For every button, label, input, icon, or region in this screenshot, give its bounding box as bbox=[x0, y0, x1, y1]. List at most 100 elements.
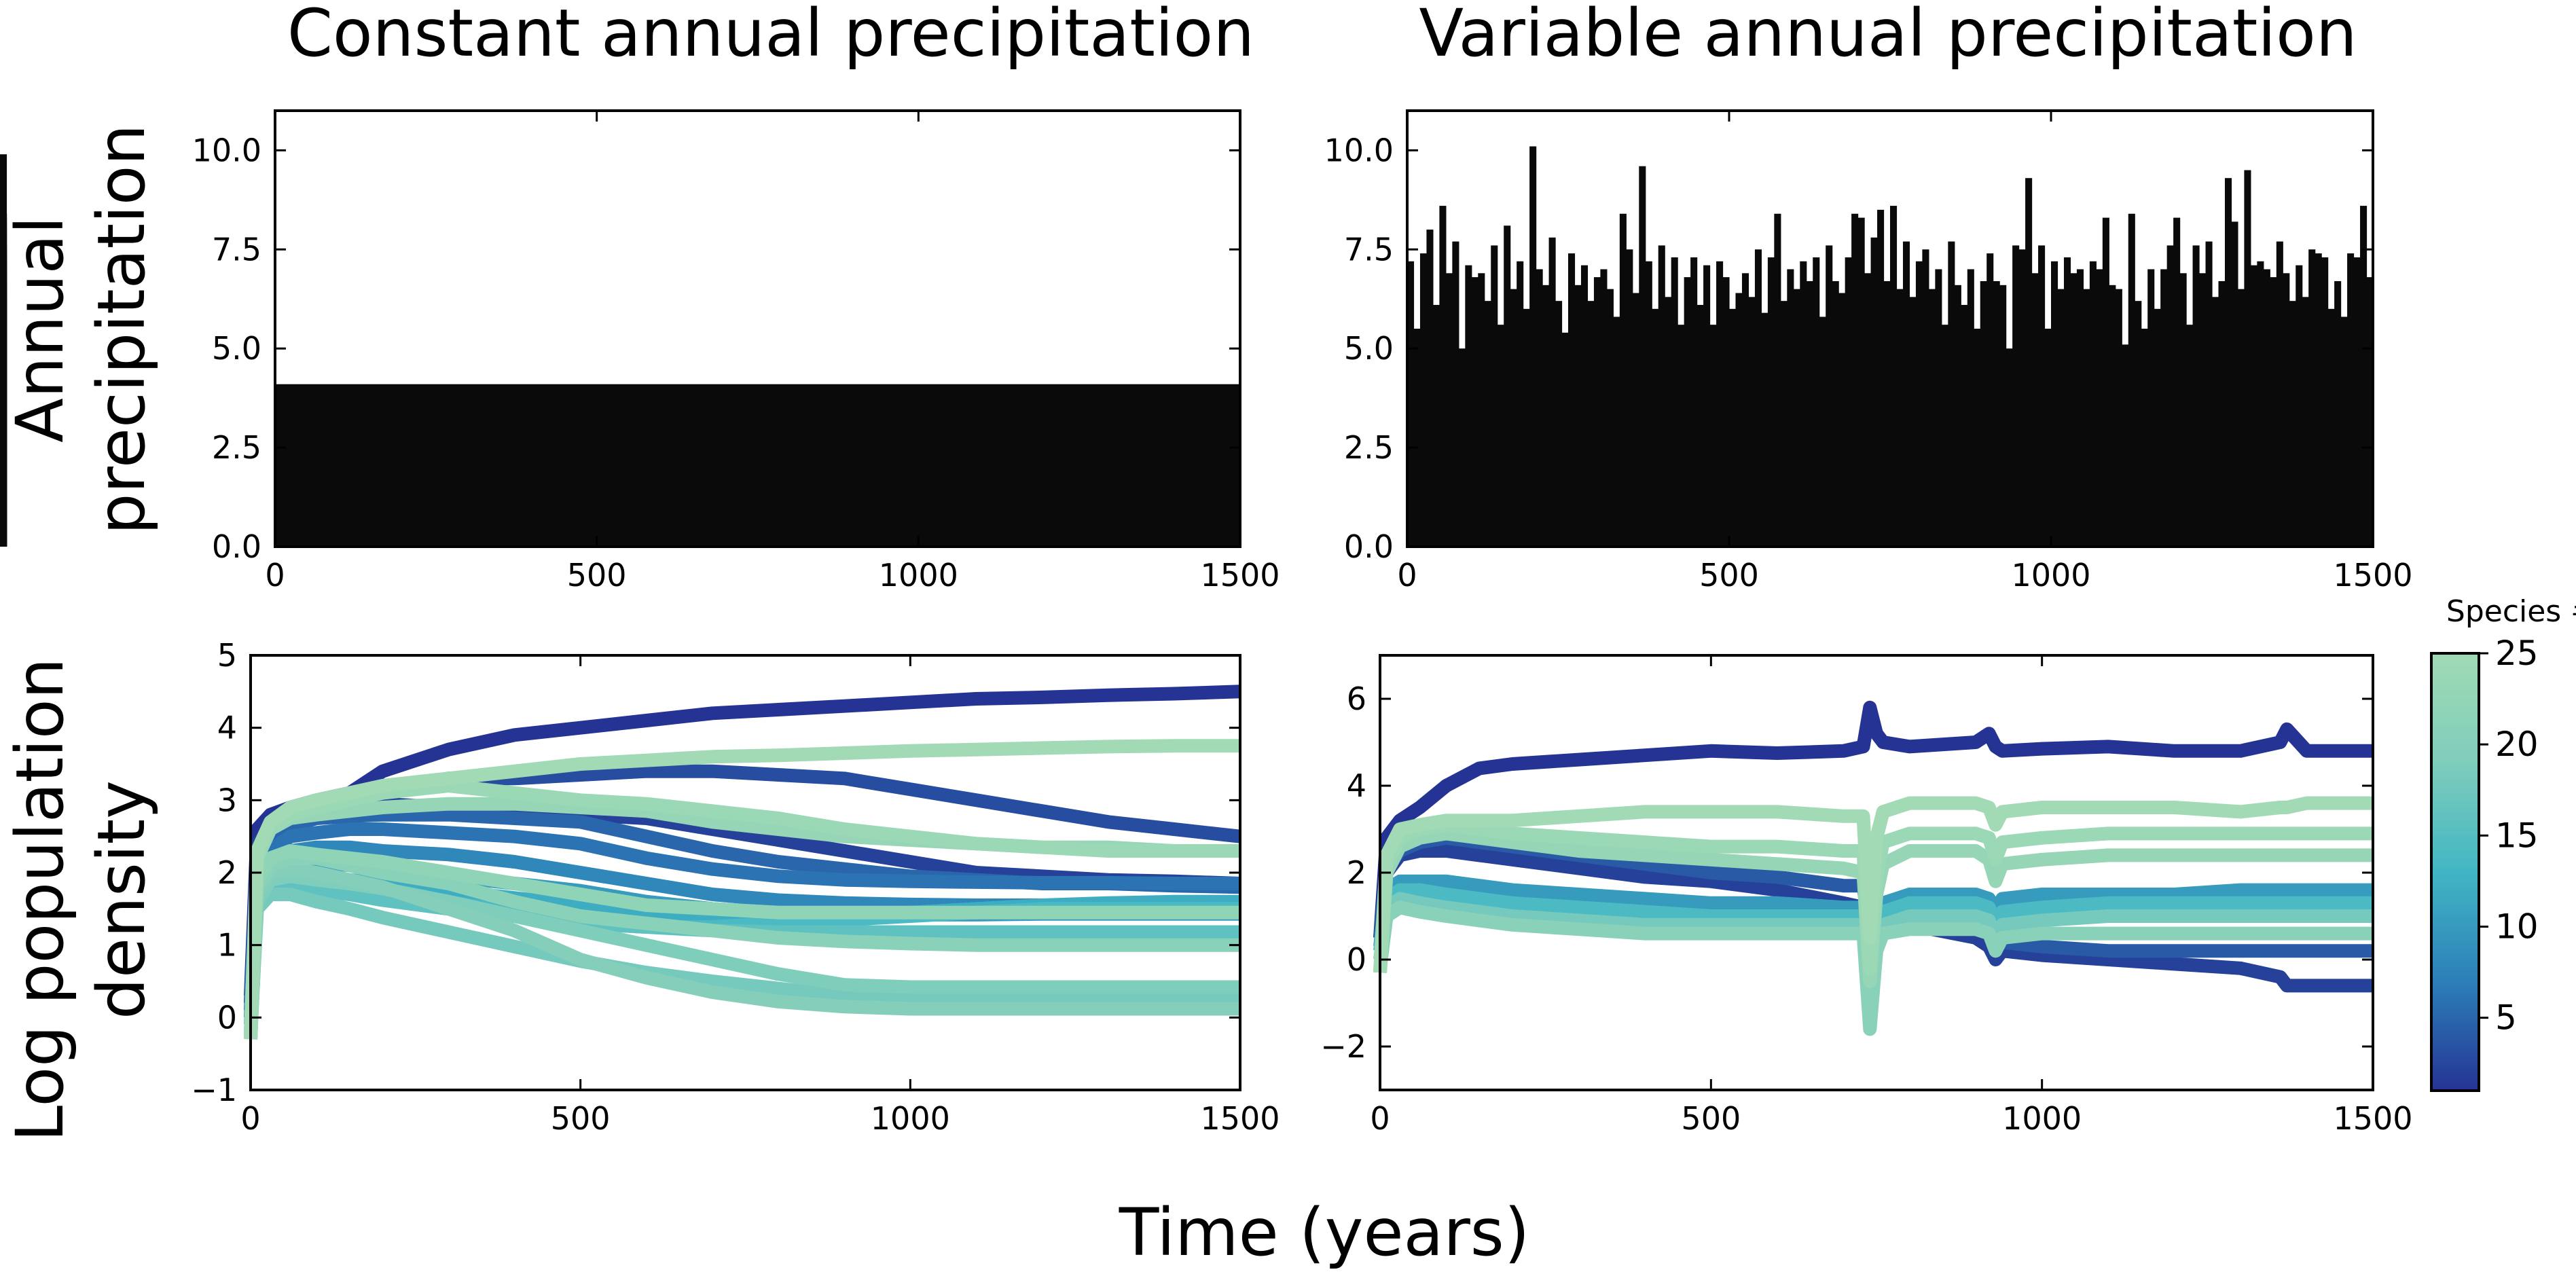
x-tick-label: 1500 bbox=[1200, 1100, 1280, 1137]
precip-bar bbox=[1883, 280, 1891, 547]
precip-bar bbox=[1484, 301, 1491, 547]
precip-bar bbox=[1517, 261, 1524, 547]
x-tick-label: 1500 bbox=[2333, 1100, 2412, 1137]
precip-bar bbox=[2038, 245, 2046, 547]
precip-bar bbox=[1980, 280, 1987, 547]
species-line-20 bbox=[244, 862, 1240, 1040]
precip-bar bbox=[2083, 289, 2090, 547]
plot-frame bbox=[1406, 109, 2374, 548]
colorbar-tick-label: 10 bbox=[2495, 907, 2539, 947]
y-tick-label: 0.0 bbox=[1344, 528, 1394, 565]
x-tick-label: 0 bbox=[240, 1100, 260, 1137]
precip-bar bbox=[2276, 241, 2283, 547]
precip-bar-constant bbox=[275, 384, 1240, 547]
precip-bar bbox=[1580, 265, 1589, 547]
species-line-25 bbox=[244, 739, 1240, 1040]
precip-bar bbox=[1813, 257, 1820, 547]
species-line-6 bbox=[244, 822, 1240, 1011]
precip-bar bbox=[1587, 301, 1595, 547]
precip-bar bbox=[2166, 245, 2174, 547]
x-tick-label: 0 bbox=[1370, 1100, 1390, 1137]
precip-bar bbox=[2340, 316, 2348, 547]
row-label-pop-line1: Log population bbox=[2, 658, 78, 1142]
precip-bar bbox=[1568, 253, 1576, 547]
precip-bar bbox=[2353, 257, 2361, 547]
precip-bar bbox=[2063, 257, 2071, 547]
y-tick-label: 0 bbox=[1347, 941, 1366, 978]
precip-bar bbox=[1851, 213, 1859, 547]
precip-bar bbox=[1413, 329, 1421, 547]
precip-bar bbox=[1626, 249, 1633, 547]
y-tick-label: 6 bbox=[1347, 680, 1366, 717]
precip-bar bbox=[1961, 304, 1968, 547]
precip-bar bbox=[1787, 269, 1794, 547]
precip-bar bbox=[2012, 245, 2020, 547]
precip-bar bbox=[2141, 329, 2148, 547]
y-tick-label: 1 bbox=[217, 927, 237, 964]
precip-bar bbox=[1478, 273, 1485, 547]
precip-bar bbox=[2347, 253, 2355, 547]
x-tick-label: 500 bbox=[1681, 1100, 1741, 1137]
precip-bar bbox=[1993, 280, 2000, 547]
precip-bar bbox=[1555, 301, 1563, 547]
precip-bar bbox=[1613, 316, 1620, 547]
y-tick-label: 0.0 bbox=[212, 528, 261, 565]
precip-bar bbox=[1999, 285, 2007, 547]
precip-bar bbox=[1645, 261, 1652, 547]
species-line-25 bbox=[1373, 796, 2373, 973]
precip-bar bbox=[1902, 241, 1910, 547]
precip-bar bbox=[2006, 348, 2013, 547]
precip-bar bbox=[1536, 269, 1543, 547]
y-tick-label: 2.5 bbox=[212, 429, 261, 466]
precip-bar bbox=[1767, 257, 1775, 547]
precip-bar bbox=[1735, 293, 1743, 547]
x-tick-label: 1500 bbox=[2333, 557, 2412, 594]
precip-bar bbox=[1729, 308, 1737, 547]
y-tick-label: 4 bbox=[217, 710, 237, 746]
precip-bar bbox=[1716, 261, 1724, 547]
precip-bar bbox=[1465, 265, 1472, 547]
precip-bar bbox=[1452, 241, 1459, 547]
precip-bar bbox=[2327, 308, 2335, 547]
precip-bar bbox=[2102, 217, 2109, 547]
row-label-pop: Log population density bbox=[2, 658, 160, 1142]
precip-bar bbox=[2173, 217, 2181, 547]
precip-bar bbox=[2051, 261, 2058, 547]
precip-bar bbox=[2257, 261, 2264, 547]
precip-bar bbox=[2122, 344, 2129, 547]
precip-bar bbox=[1606, 289, 1614, 547]
panel-constant-precip: 0 500 1000 1500 0.0 2.5 5.0 7.5 10.0 bbox=[192, 109, 1280, 594]
colorbar-title: Species # bbox=[2446, 594, 2576, 629]
precip-bar bbox=[1677, 325, 1685, 547]
precip-bar bbox=[1471, 277, 1479, 547]
precip-bar bbox=[2321, 257, 2329, 547]
x-axis-label: Time (years) bbox=[1119, 1195, 1530, 1271]
precip-bar bbox=[2244, 170, 2251, 547]
precip-bar bbox=[1722, 277, 1730, 547]
col-title-constant: Constant annual precipitation bbox=[287, 0, 1254, 71]
precip-bar bbox=[2218, 280, 2226, 547]
precip-bar bbox=[1935, 269, 1942, 547]
precip-bar bbox=[2089, 261, 2097, 547]
x-tick-label: 1000 bbox=[2002, 1100, 2082, 1137]
row-label-precip-line2: precipitation bbox=[84, 124, 160, 535]
precip-bar bbox=[2115, 289, 2122, 547]
precip-bar bbox=[1658, 245, 1665, 547]
precip-bar bbox=[1864, 273, 1872, 547]
precip-bar bbox=[1419, 253, 1428, 547]
precip-bar bbox=[1671, 257, 1678, 547]
precip-bar bbox=[1909, 297, 1917, 547]
precip-bar bbox=[2250, 265, 2257, 547]
precip-bar bbox=[2296, 265, 2303, 547]
precip-bar bbox=[2366, 277, 2374, 547]
precip-bar bbox=[2031, 273, 2039, 547]
precip-bar bbox=[1542, 285, 1550, 547]
col-title-variable: Variable annual precipitation bbox=[1419, 0, 2357, 71]
precip-bar bbox=[1915, 261, 1923, 547]
plot-frame bbox=[274, 109, 1241, 548]
precip-bar bbox=[1838, 293, 1846, 547]
precip-bar bbox=[2237, 289, 2245, 547]
colorbar: Species # 25 20 15 10 5 bbox=[2430, 594, 2576, 1092]
precip-bar bbox=[1504, 225, 1511, 547]
precip-bar bbox=[2315, 253, 2322, 547]
